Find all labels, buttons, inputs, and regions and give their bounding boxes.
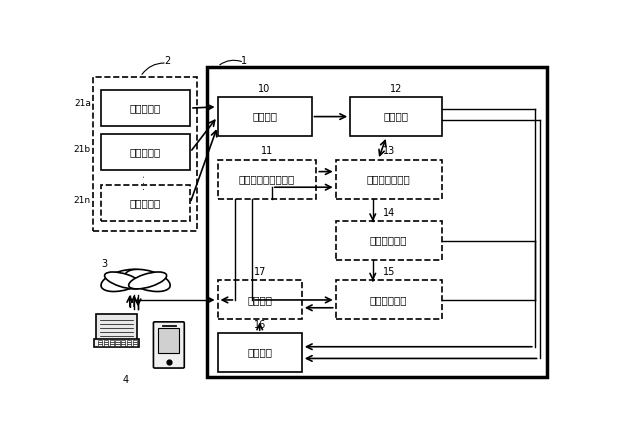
Text: 12: 12 <box>390 84 402 93</box>
Bar <box>336 160 442 199</box>
Text: 16: 16 <box>254 320 266 330</box>
Text: 遣報手段: 遣報手段 <box>247 348 272 358</box>
Bar <box>104 340 108 341</box>
Bar <box>109 340 114 341</box>
Ellipse shape <box>104 272 142 289</box>
Bar <box>98 342 103 344</box>
FancyBboxPatch shape <box>96 314 137 340</box>
Text: · · ·: · · · <box>140 174 151 190</box>
Bar <box>98 344 103 346</box>
Bar <box>104 342 108 344</box>
Bar <box>127 344 131 346</box>
Bar <box>121 340 126 341</box>
Bar <box>162 325 175 326</box>
FancyBboxPatch shape <box>154 322 184 368</box>
Bar <box>350 97 442 136</box>
Bar <box>115 344 119 346</box>
Text: 記憶手段: 記憶手段 <box>383 112 409 122</box>
Text: 11: 11 <box>261 146 273 157</box>
Text: 計測手段: 計測手段 <box>252 112 277 122</box>
Bar <box>101 90 190 126</box>
Text: 15: 15 <box>383 267 395 277</box>
Bar <box>93 77 197 231</box>
Bar <box>218 160 317 199</box>
Bar <box>336 221 442 260</box>
Bar <box>101 135 190 170</box>
Text: 水道メータ: 水道メータ <box>130 198 161 208</box>
Ellipse shape <box>129 272 167 289</box>
Bar <box>121 342 126 344</box>
Text: 放出判定手段: 放出判定手段 <box>370 235 407 246</box>
Text: 17: 17 <box>254 267 266 277</box>
Text: 2: 2 <box>164 56 170 67</box>
Bar <box>218 97 312 136</box>
Text: パラメータ設定手段: パラメータ設定手段 <box>239 174 295 184</box>
Text: 14: 14 <box>383 208 395 217</box>
Ellipse shape <box>101 269 146 292</box>
Bar <box>109 344 114 346</box>
Bar <box>98 340 103 341</box>
FancyBboxPatch shape <box>94 339 139 347</box>
Bar <box>132 340 137 341</box>
Bar <box>121 344 126 346</box>
Text: 留守変遷手段: 留守変遷手段 <box>370 295 407 305</box>
Text: 21a: 21a <box>74 99 91 108</box>
Text: 水道メータ: 水道メータ <box>130 147 161 157</box>
Text: 13: 13 <box>383 146 395 157</box>
Bar <box>115 340 119 341</box>
Bar <box>127 340 131 341</box>
Text: 通信手段: 通信手段 <box>247 295 272 305</box>
Text: 21n: 21n <box>73 196 91 205</box>
Ellipse shape <box>125 269 170 292</box>
Bar <box>127 342 131 344</box>
Text: 3: 3 <box>101 259 108 269</box>
Text: 未使用判定手段: 未使用判定手段 <box>367 174 411 184</box>
Text: 1: 1 <box>241 56 247 67</box>
Bar <box>101 185 190 221</box>
Bar <box>158 328 180 353</box>
Bar <box>109 342 114 344</box>
Text: 21b: 21b <box>73 145 91 154</box>
Bar <box>115 342 119 344</box>
Bar <box>207 67 547 377</box>
Bar <box>132 344 137 346</box>
Bar <box>336 280 442 319</box>
Text: 10: 10 <box>258 84 271 93</box>
Bar <box>218 333 302 372</box>
Text: 4: 4 <box>123 374 129 385</box>
Text: 水道メータ: 水道メータ <box>130 103 161 113</box>
Bar <box>218 280 302 319</box>
Bar <box>132 342 137 344</box>
Bar <box>104 344 108 346</box>
